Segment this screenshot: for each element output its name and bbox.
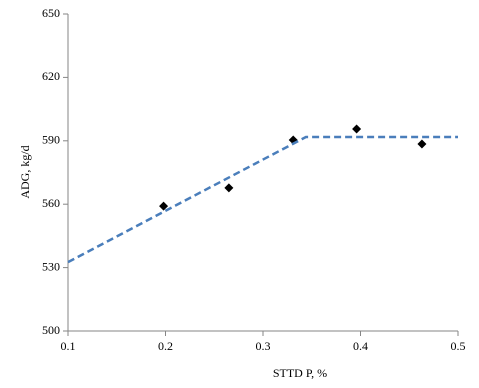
x-tick-label: 0.5 <box>451 339 466 353</box>
x-tick-label: 0.3 <box>256 339 271 353</box>
x-tick-label: 0.2 <box>158 339 173 353</box>
y-tick-label: 620 <box>42 69 60 83</box>
fit-line <box>67 135 458 264</box>
y-tick-label: 560 <box>42 196 60 210</box>
data-point <box>224 183 234 193</box>
data-point <box>352 124 362 134</box>
y-tick-label: 650 <box>42 6 60 20</box>
data-point <box>417 139 427 149</box>
y-tick-label: 590 <box>42 133 60 147</box>
y-tick-label: 530 <box>42 259 60 273</box>
x-axis-label: STTD P, % <box>273 366 327 380</box>
y-tick-label: 500 <box>42 323 60 337</box>
x-tick-label: 0.4 <box>353 339 368 353</box>
x-tick-label: 0.1 <box>61 339 76 353</box>
y-axis-label: ADG, kg/d <box>18 145 32 198</box>
data-point <box>159 201 169 211</box>
